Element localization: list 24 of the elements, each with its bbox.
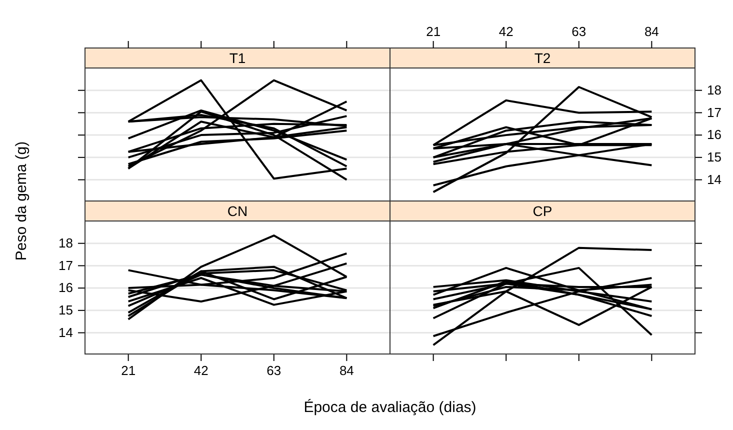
chart-title: CP — [532, 203, 552, 219]
y-tick-label: 18 — [58, 236, 73, 251]
y-tick-label: 16 — [707, 127, 722, 142]
y-axis-title: Peso da gema (g) — [13, 141, 30, 261]
chart-title: CN — [227, 203, 248, 219]
y-tick-label: 18 — [707, 82, 722, 98]
x-tick-label: 63 — [266, 363, 282, 378]
x-tick-label: 84 — [339, 363, 354, 378]
x-tick-label: 21 — [426, 24, 441, 39]
chart-title: T2 — [534, 50, 551, 66]
y-tick-label: 14 — [707, 172, 722, 187]
y-tick-label: 16 — [58, 280, 73, 296]
y-tick-label: 15 — [707, 150, 722, 165]
y-tick-label: 17 — [58, 258, 73, 273]
x-tick-label: 42 — [194, 363, 208, 378]
x-tick-label: 63 — [572, 24, 586, 39]
y-tick-label: 14 — [58, 324, 73, 340]
y-tick-label: 17 — [707, 104, 722, 120]
x-axis-title: Época de avaliação (dias) — [304, 398, 476, 416]
x-tick-label: 84 — [644, 24, 659, 39]
x-tick-label: 21 — [121, 363, 136, 378]
y-tick-label: 15 — [58, 302, 73, 318]
x-tick-label: 42 — [498, 24, 514, 39]
chart-title: T1 — [229, 50, 246, 66]
